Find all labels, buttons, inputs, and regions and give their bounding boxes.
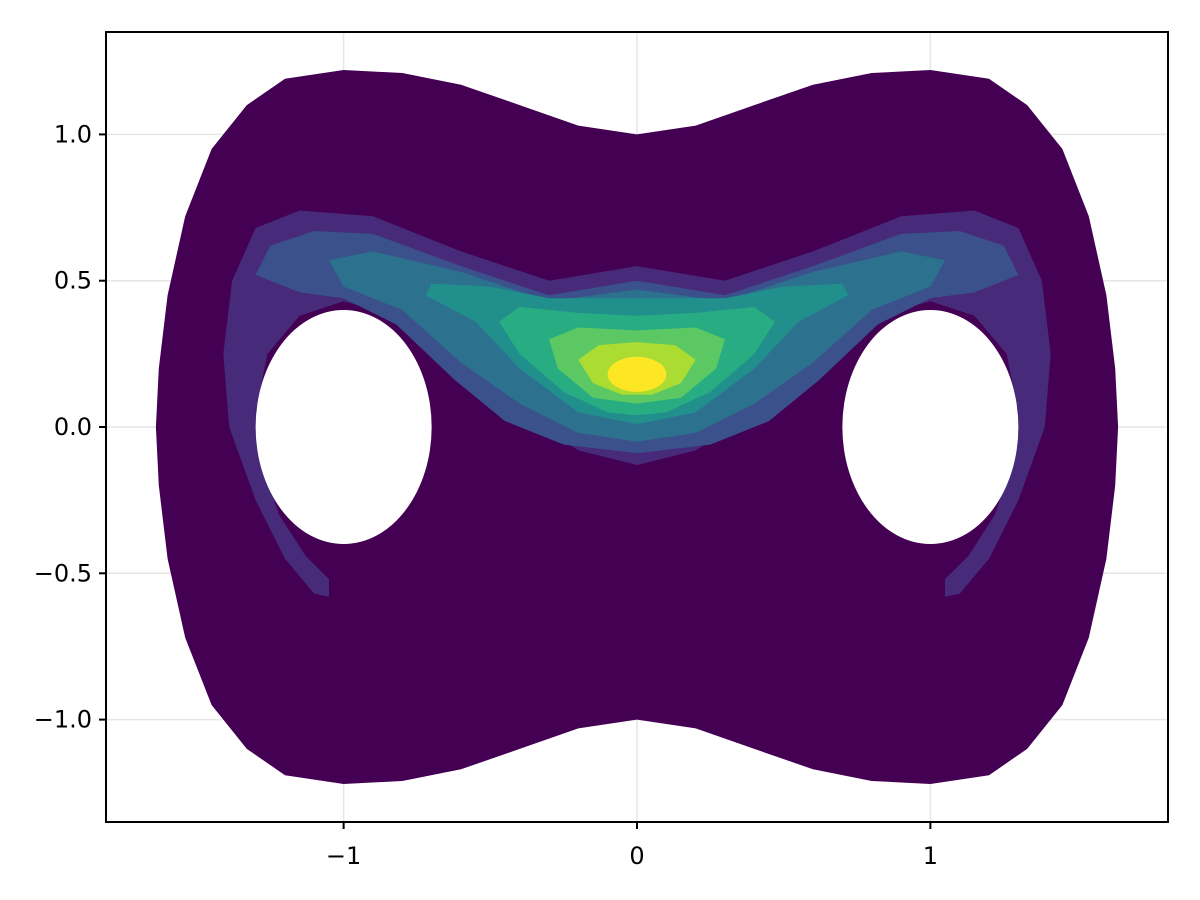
left-hole <box>255 309 432 545</box>
x-tick-label: 1 <box>923 842 938 870</box>
contour-fill-group <box>155 70 1119 784</box>
contour-band-8 <box>607 356 667 392</box>
y-tick-label: −0.5 <box>34 559 92 587</box>
y-tick-label: 1.0 <box>54 120 92 148</box>
y-tick-label: 0.0 <box>54 413 92 441</box>
x-tick-label: 0 <box>629 842 644 870</box>
tick-group: −1 0 1 −1.0 −0.5 0.0 0.5 1.0 <box>34 120 938 870</box>
right-hole <box>842 309 1019 545</box>
y-tick-label: 0.5 <box>54 267 92 295</box>
x-tick-label: −1 <box>326 842 361 870</box>
y-tick-label: −1.0 <box>34 706 92 734</box>
plot-frame <box>105 31 1169 823</box>
